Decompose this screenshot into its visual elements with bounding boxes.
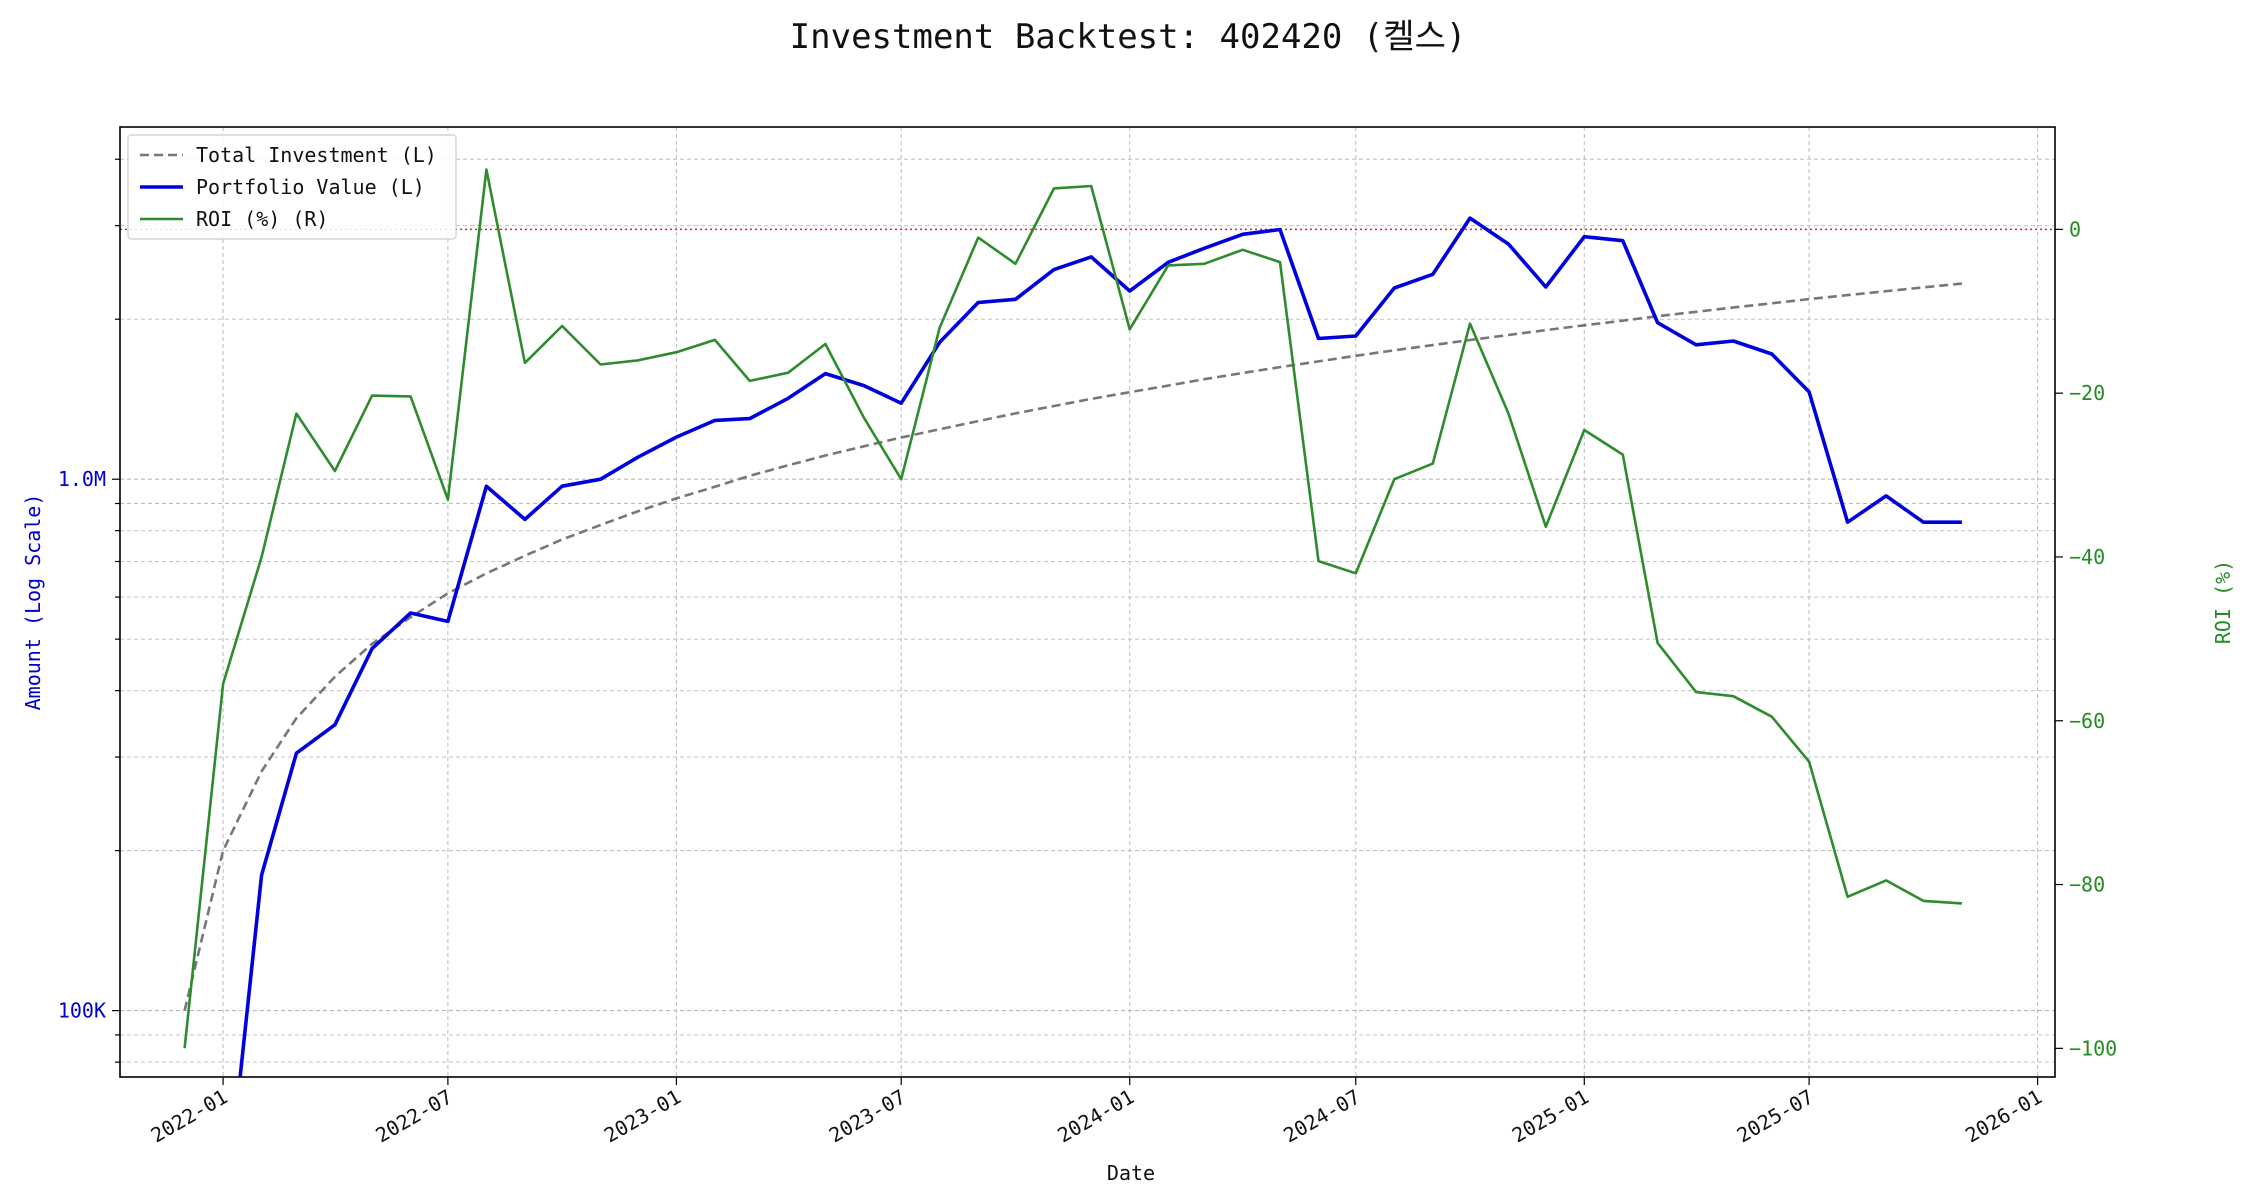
x-tick-label: 2023-01 bbox=[600, 1085, 685, 1148]
x-tick-label: 2024-07 bbox=[1279, 1085, 1364, 1148]
x-tick-label: 2025-01 bbox=[1508, 1085, 1593, 1148]
legend-label-portfolio-value: Portfolio Value (L) bbox=[196, 175, 425, 199]
y-axis-right-label: ROI (%) bbox=[2211, 560, 2235, 644]
series-layer bbox=[120, 168, 2055, 1077]
grid bbox=[120, 127, 2055, 1077]
legend-label-roi: ROI (%) (R) bbox=[196, 207, 328, 231]
x-tick-label: 2023-07 bbox=[825, 1085, 910, 1148]
legend: Total Investment (L) Portfolio Value (L)… bbox=[127, 134, 457, 240]
x-axis-label: Date bbox=[1107, 1161, 1155, 1185]
x-tick-label: 2025-07 bbox=[1733, 1085, 1818, 1148]
y-right-tick-label: 0 bbox=[2069, 217, 2081, 241]
series-line-roi-r bbox=[183, 168, 1962, 1049]
y-right-tick-label: −60 bbox=[2069, 709, 2105, 733]
y-left-tick-label: 100K bbox=[58, 999, 106, 1023]
series-line-portfolio-value-l bbox=[238, 216, 1962, 1077]
legend-box bbox=[127, 134, 457, 240]
legend-label-total-investment: Total Investment (L) bbox=[196, 143, 437, 167]
x-tick-label: 2024-01 bbox=[1053, 1085, 1138, 1148]
y-right-tick-label: −40 bbox=[2069, 545, 2105, 569]
y-right-tick-label: −20 bbox=[2069, 381, 2105, 405]
y-left-tick-label: 1.0M bbox=[58, 467, 106, 491]
axes: 2022-01 2022-07 2023-01 2023-07 2024-01 2024-… bbox=[58, 158, 2117, 1148]
plot-frame bbox=[119, 126, 2056, 1078]
x-tick-label: 2026-01 bbox=[1961, 1085, 2046, 1148]
y-right-tick-label: −100 bbox=[2069, 1036, 2117, 1060]
series-line-total-investment-l bbox=[183, 282, 1963, 1011]
y-axis-left-label: Amount (Log Scale) bbox=[21, 494, 45, 711]
x-tick-label: 2022-07 bbox=[371, 1085, 456, 1148]
chart-title: Investment Backtest: 402420 (켈스) bbox=[790, 17, 1467, 57]
y-right-tick-label: −80 bbox=[2069, 873, 2105, 897]
x-tick-label: 2022-01 bbox=[147, 1085, 232, 1148]
